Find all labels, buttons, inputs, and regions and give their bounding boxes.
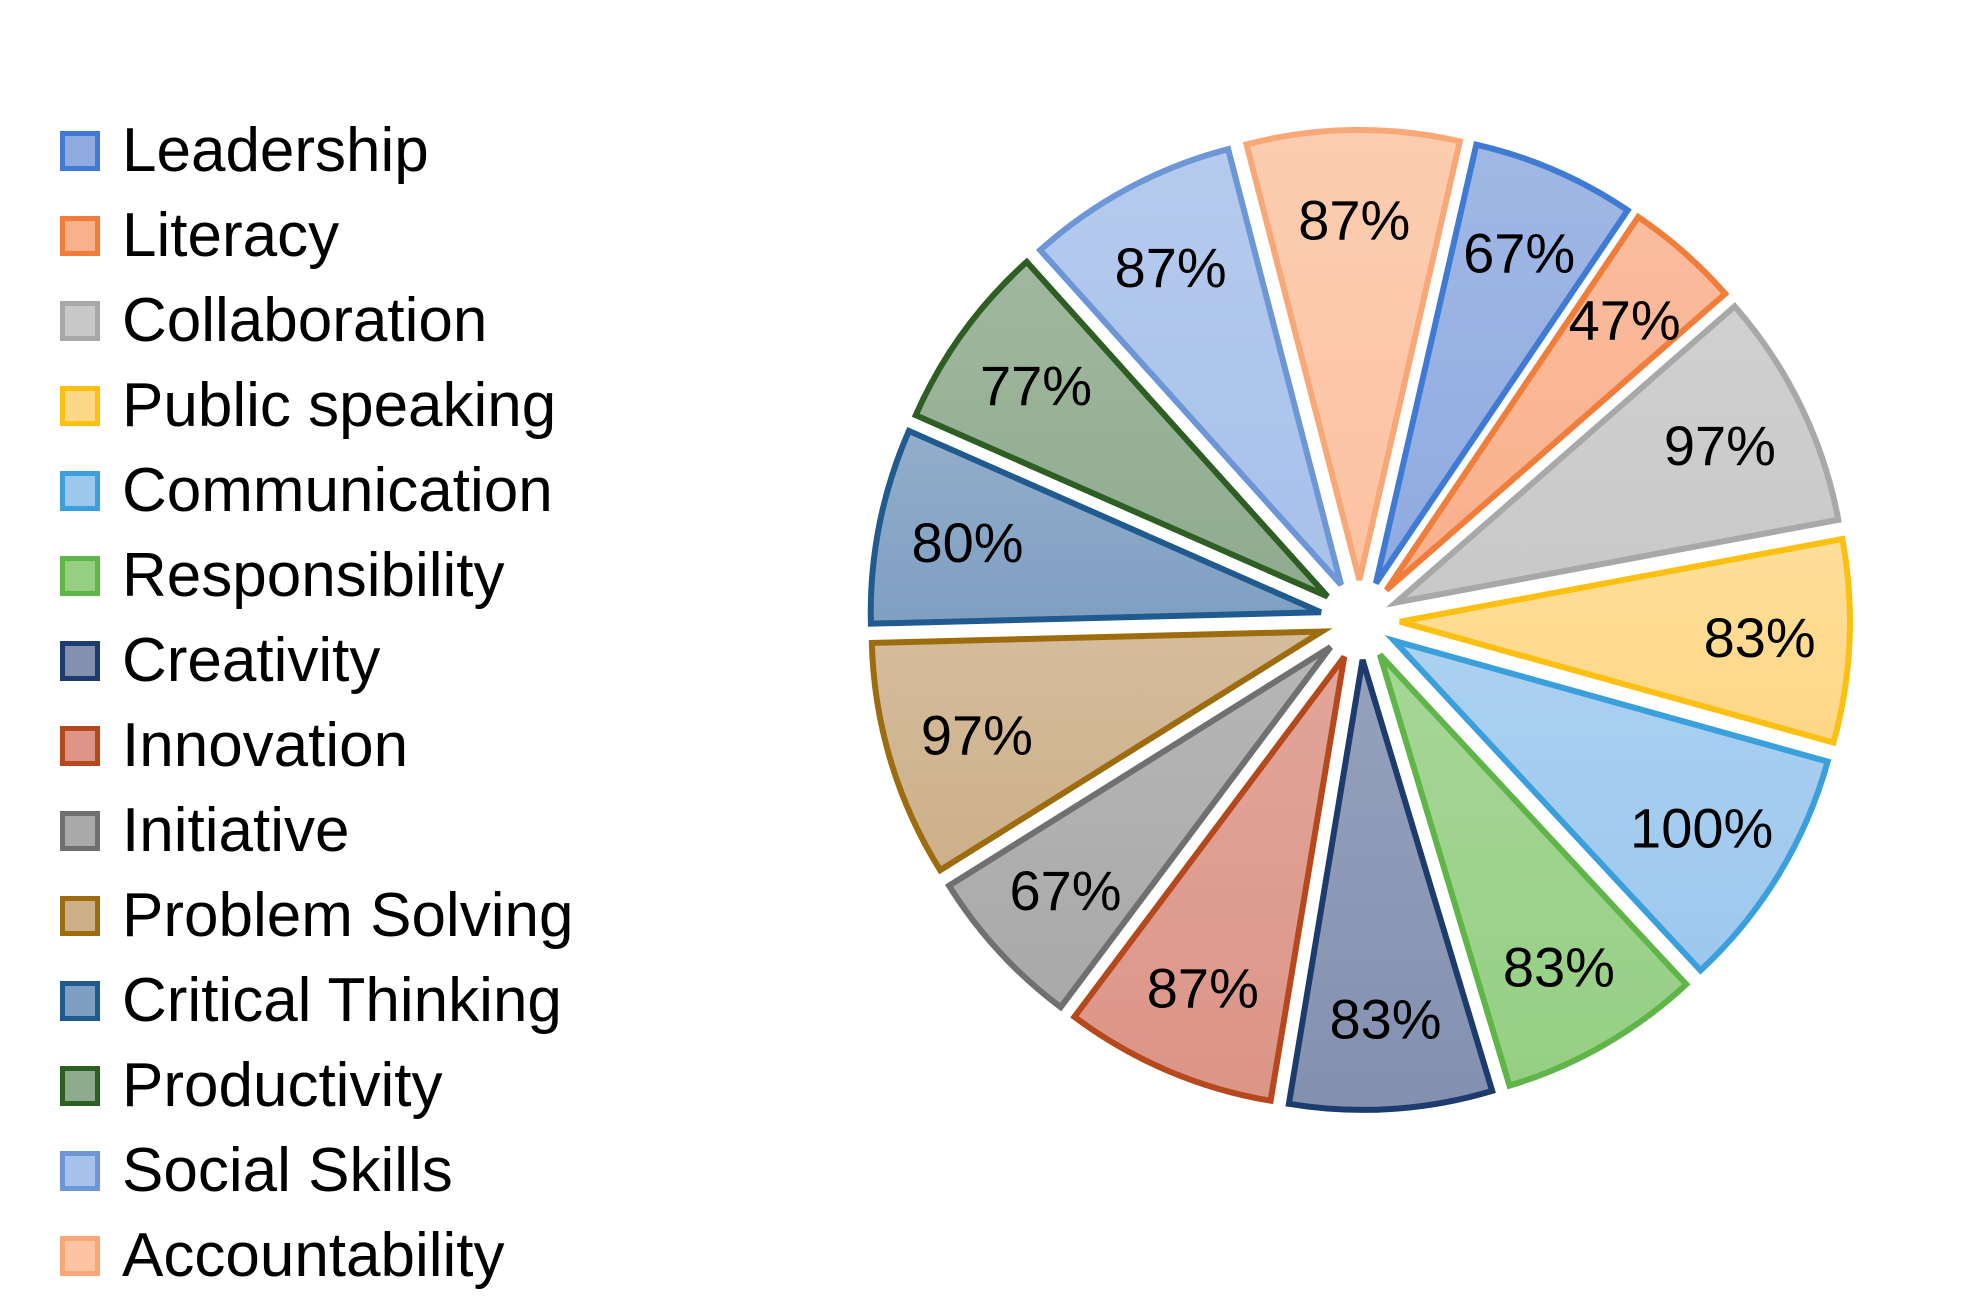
legend-swatch xyxy=(60,1235,100,1276)
legend-item-problem-solving: Problem Solving xyxy=(60,873,573,958)
legend-item-responsibility: Responsibility xyxy=(60,533,573,618)
legend-label: Responsibility xyxy=(122,540,505,610)
legend-item-communication: Communication xyxy=(60,448,573,533)
legend-item-innovation: Innovation xyxy=(60,703,573,788)
data-label-responsibility: 83% xyxy=(1503,936,1615,999)
legend-item-critical-thinking: Critical Thinking xyxy=(60,958,573,1043)
legend-label: Accountability xyxy=(122,1220,505,1290)
legend-label: Public speaking xyxy=(122,370,557,440)
legend-swatch xyxy=(60,300,100,341)
pie-slice-critical-thinking xyxy=(867,426,1322,627)
pie-slice-collaboration xyxy=(1385,302,1842,608)
legend-item-collaboration: Collaboration xyxy=(60,278,573,363)
data-label-innovation: 87% xyxy=(1147,956,1259,1019)
data-label-social-skills: 87% xyxy=(1115,236,1227,299)
legend-label: Innovation xyxy=(122,710,409,780)
data-label-communication: 100% xyxy=(1630,797,1773,860)
legend-swatch xyxy=(60,1150,100,1191)
legend: Leadership Literacy Collaboration Public sp… xyxy=(60,108,573,1298)
pie-slice-innovation xyxy=(1070,654,1348,1105)
legend-label: Initiative xyxy=(122,795,350,865)
pie-slice-literacy xyxy=(1383,212,1730,593)
legend-label: Communication xyxy=(122,455,553,525)
legend-swatch xyxy=(60,810,100,851)
legend-swatch xyxy=(60,130,100,171)
pie-slice-creativity xyxy=(1285,659,1496,1113)
legend-item-creativity: Creativity xyxy=(60,618,573,703)
legend-label: Productivity xyxy=(122,1050,443,1120)
data-label-literacy: 47% xyxy=(1569,289,1681,352)
legend-label: Creativity xyxy=(122,625,381,695)
data-label-critical-thinking: 80% xyxy=(912,511,1024,574)
pie-slice-accountability xyxy=(1242,127,1464,581)
legend-swatch xyxy=(60,640,100,681)
legend-item-leadership: Leadership xyxy=(60,108,573,193)
pie-slice-initiative xyxy=(944,644,1333,1012)
legend-item-accountability: Accountability xyxy=(60,1213,573,1298)
legend-swatch xyxy=(60,895,100,936)
legend-label: Social Skills xyxy=(122,1135,453,1205)
legend-label: Collaboration xyxy=(122,285,488,355)
pie-slice-social-skills xyxy=(1035,145,1344,587)
legend-item-public-speaking: Public speaking xyxy=(60,363,573,448)
pie-slice-productivity xyxy=(911,257,1330,600)
data-label-public-speaking: 83% xyxy=(1704,606,1816,669)
legend-swatch xyxy=(60,1065,100,1106)
pie-slice-communication xyxy=(1384,635,1832,975)
legend-swatch xyxy=(60,385,100,426)
legend-label: Problem Solving xyxy=(122,880,574,950)
legend-item-productivity: Productivity xyxy=(60,1043,573,1128)
legend-label: Literacy xyxy=(122,200,340,270)
legend-swatch xyxy=(60,470,100,511)
pie-slice-public-speaking xyxy=(1399,535,1853,747)
legend-item-social-skills: Social Skills xyxy=(60,1128,573,1213)
data-label-collaboration: 97% xyxy=(1664,414,1776,477)
pie-slice-responsibility xyxy=(1377,652,1691,1090)
data-label-creativity: 83% xyxy=(1329,988,1441,1051)
legend-swatch xyxy=(60,980,100,1021)
data-label-leadership: 67% xyxy=(1463,222,1575,285)
legend-item-initiative: Initiative xyxy=(60,788,573,873)
data-label-problem-solving: 97% xyxy=(921,704,1033,767)
pie-slice-leadership xyxy=(1372,141,1632,585)
pie-slice-problem-solving xyxy=(868,628,1333,875)
data-label-initiative: 67% xyxy=(1009,859,1121,922)
legend-label: Critical Thinking xyxy=(122,965,562,1035)
legend-swatch xyxy=(60,725,100,766)
data-label-accountability: 87% xyxy=(1298,189,1410,252)
legend-swatch xyxy=(60,555,100,596)
legend-swatch xyxy=(60,215,100,256)
legend-label: Leadership xyxy=(122,115,429,185)
data-label-productivity: 77% xyxy=(980,354,1092,417)
legend-item-literacy: Literacy xyxy=(60,193,573,278)
